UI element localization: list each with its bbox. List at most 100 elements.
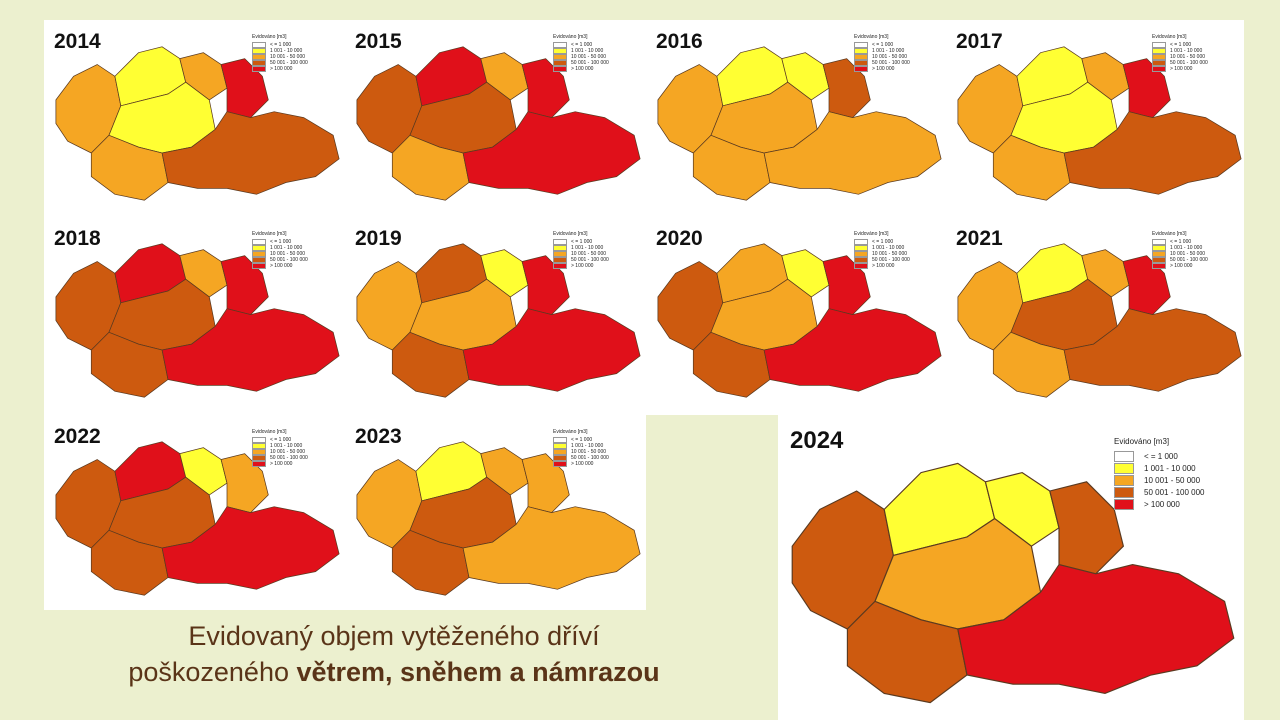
legend-swatch — [553, 455, 567, 461]
year-label: 2022 — [54, 425, 101, 448]
legend-label: 50 001 - 100 000 — [1170, 257, 1208, 263]
year-label: 2021 — [956, 227, 1003, 250]
legend-label: > 100 000 — [571, 461, 594, 467]
legend-label: < = 1 000 — [270, 239, 292, 245]
legend-swatch — [1152, 60, 1166, 66]
czech-districts-map — [657, 243, 942, 398]
czech-districts-map — [957, 46, 1242, 201]
map-2018: 2018 Evidováno [m3] < = 1 000 1 001 - 10 00… — [44, 217, 344, 412]
legend-item: > 100 000 — [553, 461, 631, 467]
legend-swatch — [1152, 48, 1166, 54]
legend-label: < = 1 000 — [270, 42, 292, 48]
region-7 — [1063, 308, 1242, 392]
region-7 — [462, 506, 641, 590]
legend-label: 50 001 - 100 000 — [571, 257, 609, 263]
legend-swatch — [854, 42, 868, 48]
legend-label: > 100 000 — [1170, 66, 1193, 72]
legend-label: 10 001 - 50 000 — [270, 449, 306, 455]
map-legend: Evidováno [m3] < = 1 000 1 001 - 10 000 10 … — [1114, 437, 1214, 510]
caption-line-2: poškozeného větrem, sněhem a námrazou — [44, 654, 744, 690]
region-7 — [957, 563, 1235, 694]
legend-item: < = 1 000 — [1152, 42, 1230, 48]
legend-item: > 100 000 — [1152, 66, 1230, 72]
legend-label: 1 001 - 10 000 — [270, 245, 303, 251]
region-7 — [161, 308, 340, 392]
legend-label: 1 001 - 10 000 — [571, 48, 604, 54]
legend-label: 10 001 - 50 000 — [571, 449, 607, 455]
legend-label: 10 001 - 50 000 — [270, 251, 306, 257]
legend-swatch — [1114, 486, 1134, 498]
legend-label: 1 001 - 10 000 — [571, 245, 604, 251]
legend-item: < = 1 000 — [1152, 239, 1230, 245]
legend-label: < = 1 000 — [571, 239, 593, 245]
map-legend: Evidováno [m3] < = 1 000 1 001 - 10 000 10 … — [854, 34, 932, 72]
czech-districts-map — [55, 46, 340, 201]
legend-swatch — [1152, 251, 1166, 257]
map-2021: 2021 Evidováno [m3] < = 1 000 1 001 - 10 00… — [946, 217, 1244, 412]
legend-label: 10 001 - 50 000 — [270, 54, 306, 60]
legend-swatch — [252, 48, 266, 54]
legend-swatch — [252, 257, 266, 263]
legend-label: 1 001 - 10 000 — [1170, 48, 1203, 54]
legend-swatch — [553, 449, 567, 455]
legend-swatch — [1114, 498, 1134, 510]
legend-title: Evidováno [m3] — [854, 34, 889, 40]
czech-districts-map — [791, 462, 1235, 704]
legend-title: Evidováno [m3] — [553, 429, 588, 435]
legend-label: 10 001 - 50 000 — [1170, 54, 1206, 60]
region-5 — [220, 58, 269, 119]
region-7 — [462, 111, 641, 195]
legend-item: > 100 000 — [1114, 498, 1214, 510]
legend-item: 50 001 - 100 000 — [553, 455, 631, 461]
legend-item: > 100 000 — [553, 66, 631, 72]
legend-title: Evidováno [m3] — [252, 429, 287, 435]
region-7 — [161, 111, 340, 195]
year-label: 2023 — [355, 425, 402, 448]
region-6 — [90, 529, 169, 596]
year-label: 2016 — [656, 30, 703, 53]
legend-swatch — [1114, 474, 1134, 486]
legend-title: Evidováno [m3] — [553, 231, 588, 237]
legend-swatch — [854, 239, 868, 245]
map-2016: 2016 Evidováno [m3] < = 1 000 1 001 - 10 00… — [646, 20, 946, 215]
legend-label: 10 001 - 50 000 — [872, 251, 908, 257]
legend-item: < = 1 000 — [252, 437, 330, 443]
legend-label: < = 1 000 — [1170, 42, 1192, 48]
region-7 — [161, 506, 340, 590]
legend-label: 50 001 - 100 000 — [270, 455, 308, 461]
legend-swatch — [553, 245, 567, 251]
year-label: 2014 — [54, 30, 101, 53]
legend-label: 10 001 - 50 000 — [571, 54, 607, 60]
legend-item: < = 1 000 — [553, 437, 631, 443]
legend-swatch — [854, 263, 868, 269]
legend-swatch — [854, 48, 868, 54]
legend-label: < = 1 000 — [872, 42, 894, 48]
legend-item: 1 001 - 10 000 — [553, 48, 631, 54]
legend-label: > 100 000 — [571, 263, 594, 269]
legend-title: Evidováno [m3] — [252, 231, 287, 237]
map-2017: 2017 Evidováno [m3] < = 1 000 1 001 - 10 00… — [946, 20, 1244, 215]
legend-swatch — [252, 437, 266, 443]
region-6 — [90, 134, 169, 201]
legend-swatch — [553, 263, 567, 269]
legend-item: < = 1 000 — [252, 42, 330, 48]
legend-swatch — [252, 54, 266, 60]
legend-item: 50 001 - 100 000 — [1152, 60, 1230, 66]
legend-item: 50 001 - 100 000 — [252, 455, 330, 461]
legend-swatch — [1152, 245, 1166, 251]
legend-swatch — [854, 251, 868, 257]
map-legend: Evidováno [m3] < = 1 000 1 001 - 10 000 10 … — [553, 429, 631, 467]
region-6 — [992, 134, 1071, 201]
legend-item: 1 001 - 10 000 — [1152, 245, 1230, 251]
legend-label: 10 001 - 50 000 — [571, 251, 607, 257]
map-2022: 2022 Evidováno [m3] < = 1 000 1 001 - 10 00… — [44, 415, 344, 610]
caption-line-2-bold: větrem, sněhem a námrazou — [296, 657, 660, 687]
legend-swatch — [553, 239, 567, 245]
year-label: 2018 — [54, 227, 101, 250]
region-5 — [822, 255, 871, 316]
region-6 — [692, 331, 771, 398]
map-2014: 2014 Evidováno [m3] < = 1 000 1 001 - 10 00… — [44, 20, 344, 215]
legend-swatch — [553, 257, 567, 263]
map-2023: 2023 Evidováno [m3] < = 1 000 1 001 - 10 00… — [345, 415, 645, 610]
legend-swatch — [854, 66, 868, 72]
